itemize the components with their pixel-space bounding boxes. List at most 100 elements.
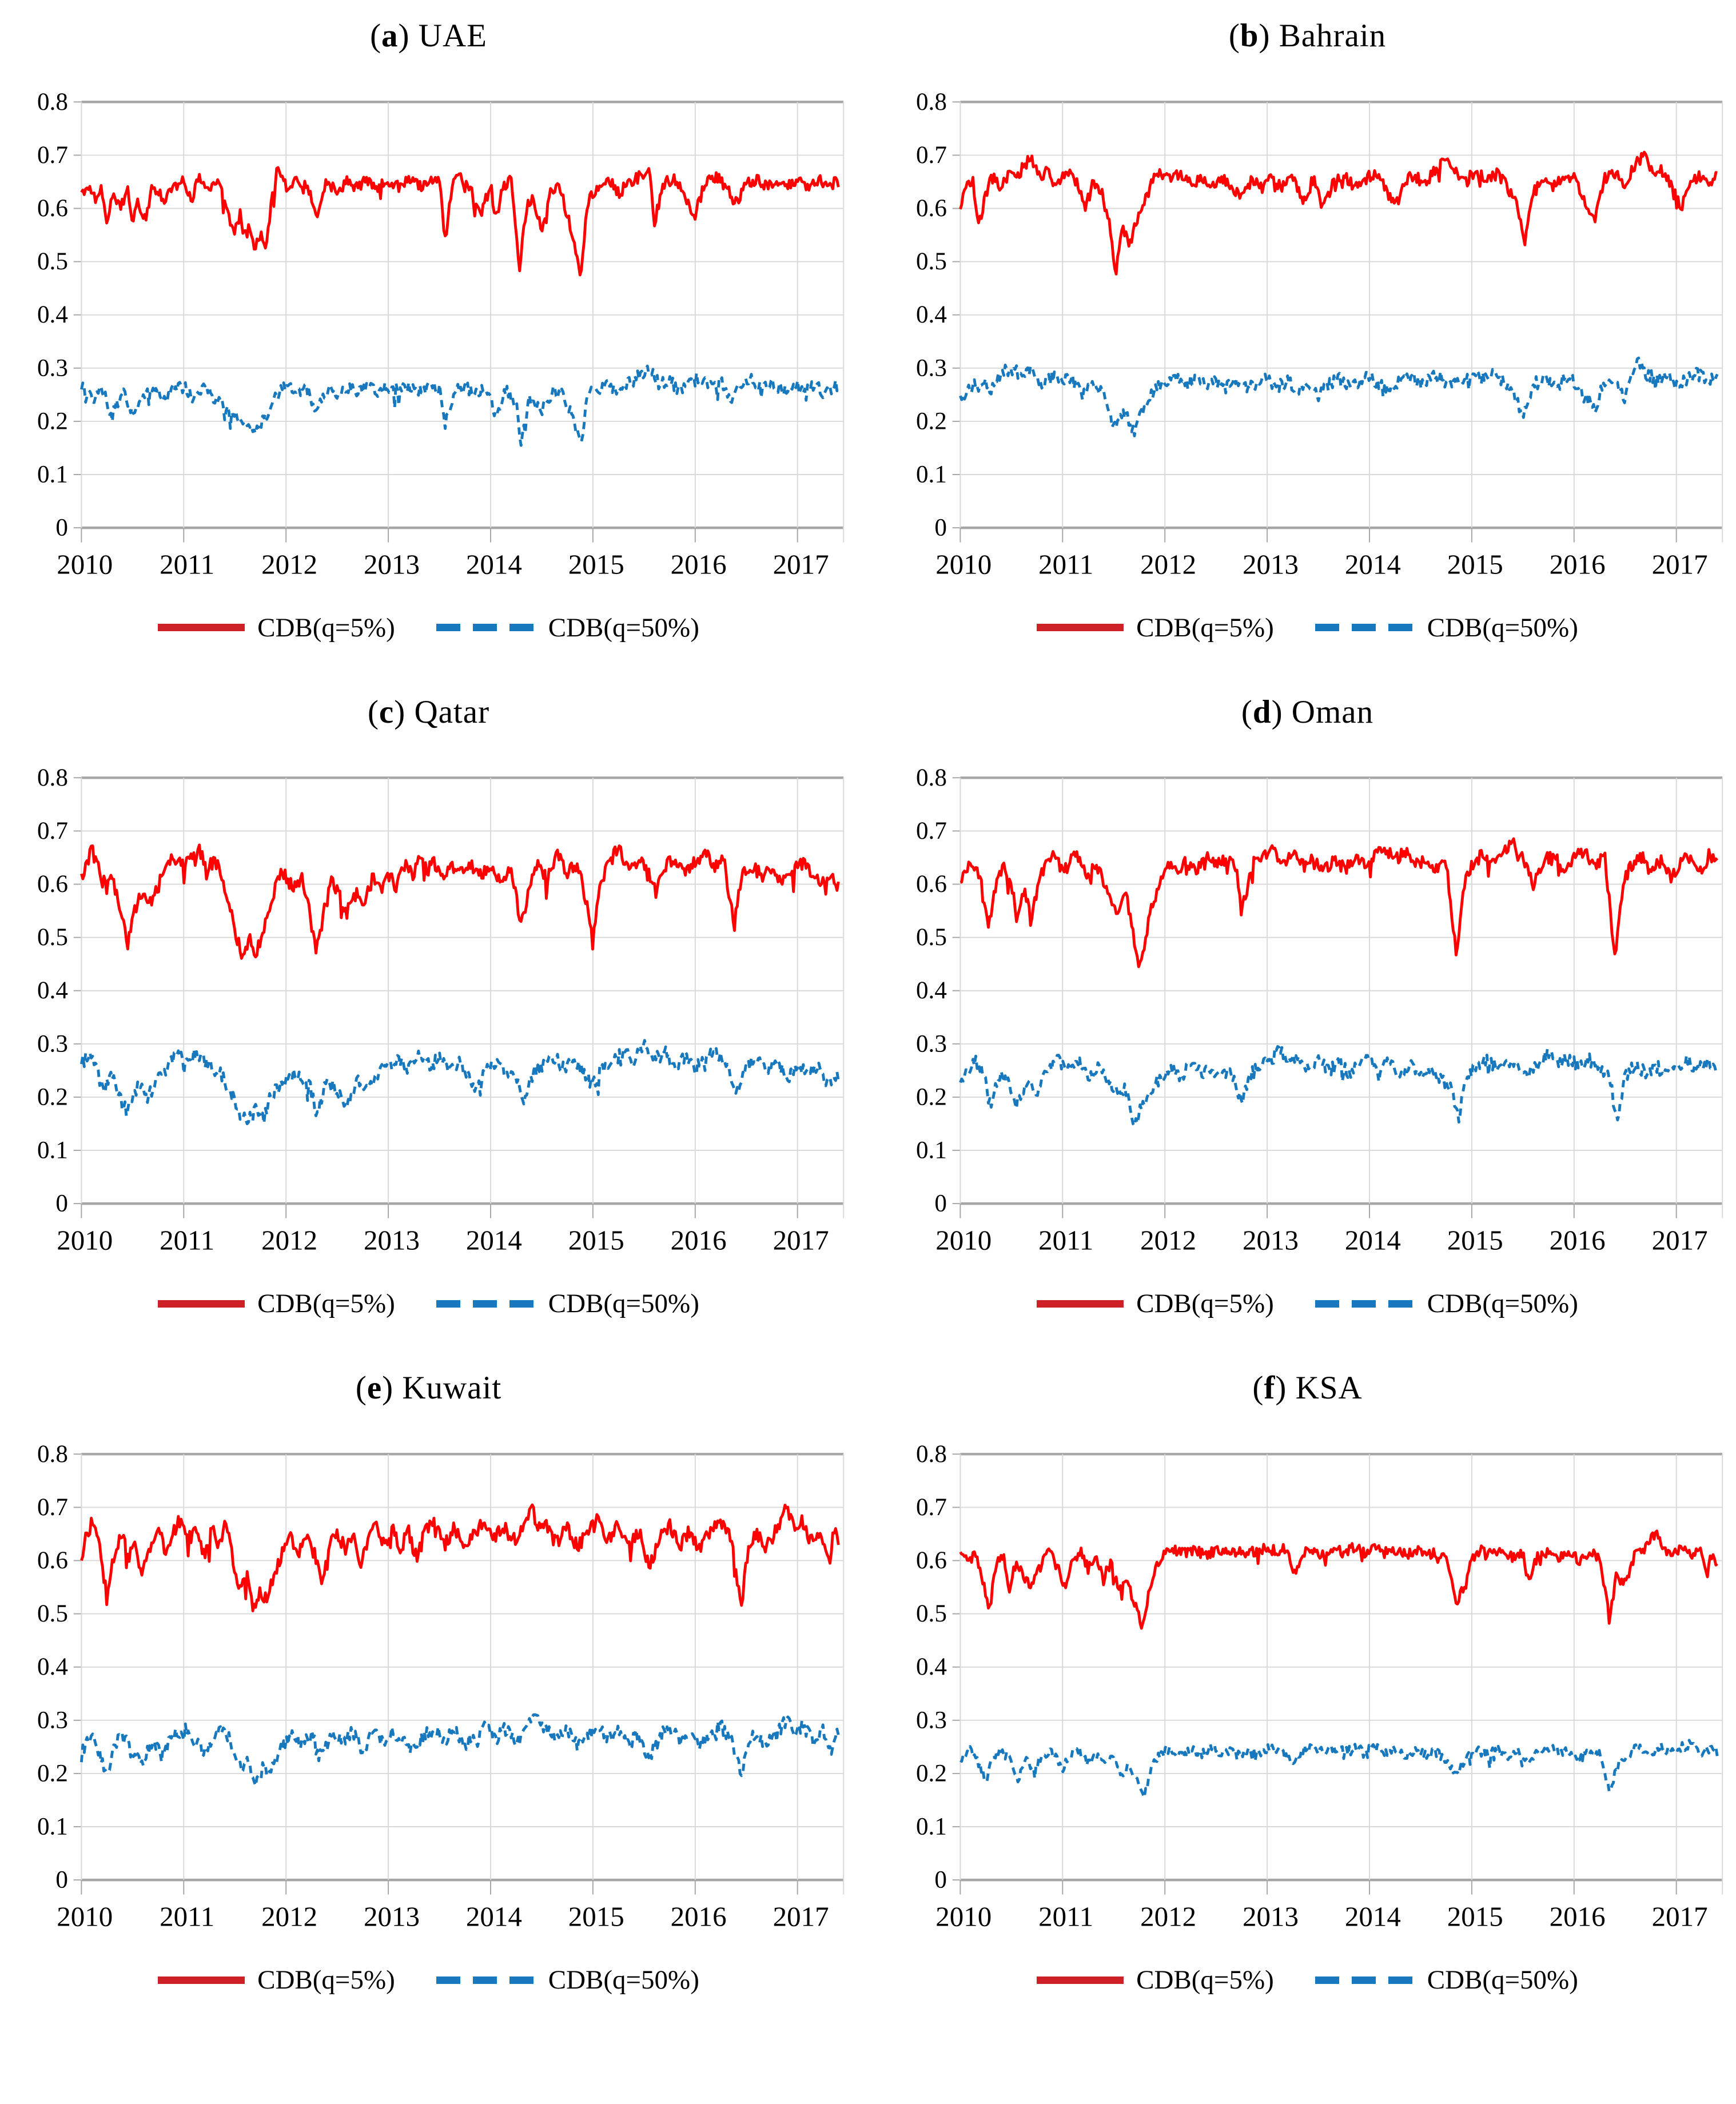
legend-red-line-icon [1037, 1976, 1124, 1984]
svg-text:2016: 2016 [1549, 1225, 1605, 1256]
svg-text:0.6: 0.6 [915, 871, 946, 898]
svg-text:2011: 2011 [160, 1901, 214, 1932]
chart-qatar: 0 0.1 0.2 0.3 0.4 0.5 0.6 0.7 0.8 2010 2011 2012 201… [37, 764, 844, 1256]
svg-text:0.7: 0.7 [37, 142, 67, 169]
title-open-paren: ( [1241, 694, 1253, 730]
svg-text:0.4: 0.4 [915, 301, 946, 328]
svg-text:0.5: 0.5 [37, 248, 67, 275]
svg-text:2016: 2016 [670, 1225, 726, 1256]
svg-text:0.8: 0.8 [915, 1441, 946, 1468]
svg-text:0.3: 0.3 [915, 1707, 946, 1734]
svg-text:2017: 2017 [1651, 1225, 1707, 1256]
svg-text:0.6: 0.6 [915, 1547, 946, 1574]
title-open-paren: ( [355, 1370, 367, 1406]
title-open-paren: ( [1228, 18, 1240, 54]
legend-blue-dash-icon [1315, 1300, 1412, 1308]
svg-text:2013: 2013 [363, 548, 419, 580]
legend-label-q5: CDB(q=5%) [257, 1965, 395, 1995]
svg-text:2014: 2014 [465, 1225, 521, 1256]
svg-text:0.6: 0.6 [915, 195, 946, 222]
svg-text:2014: 2014 [1344, 1225, 1400, 1256]
svg-text:2010: 2010 [935, 1901, 992, 1932]
legend-blue-dash-icon [1315, 624, 1412, 632]
legend-blue-dash-icon [436, 1976, 533, 1984]
legend-red-line-icon [158, 1976, 245, 1984]
legend-label-q50: CDB(q=50%) [548, 612, 699, 643]
svg-text:2015: 2015 [568, 548, 624, 580]
svg-text:0.7: 0.7 [915, 1494, 946, 1521]
svg-text:2015: 2015 [568, 1901, 624, 1932]
svg-text:0.5: 0.5 [915, 1600, 946, 1627]
svg-text:0.6: 0.6 [37, 195, 67, 222]
panel-letter: f [1264, 1370, 1276, 1406]
svg-text:0.2: 0.2 [37, 408, 67, 435]
svg-text:2016: 2016 [670, 1901, 726, 1932]
svg-text:0.8: 0.8 [37, 764, 67, 791]
legend-label-q5: CDB(q=5%) [257, 1289, 395, 1319]
title-open-paren: ( [370, 18, 382, 54]
chart-ksa: 0 0.1 0.2 0.3 0.4 0.5 0.6 0.7 0.8 2010 2011 2012 201… [915, 1441, 1723, 1932]
svg-text:0.6: 0.6 [37, 1547, 67, 1574]
svg-text:2011: 2011 [160, 1225, 214, 1256]
panel-uae: (a) UAE 0 0.1 0.2 0.3 0.4 0.5 0.6 0.7 0.8 2010 201… [8, 15, 849, 643]
svg-text:0.7: 0.7 [915, 818, 946, 844]
country-name: Bahrain [1279, 18, 1387, 54]
svg-text:0.5: 0.5 [37, 924, 67, 951]
svg-text:2010: 2010 [57, 548, 113, 580]
svg-text:0.1: 0.1 [37, 1137, 67, 1164]
svg-text:0.6: 0.6 [37, 871, 67, 898]
svg-text:2014: 2014 [465, 548, 521, 580]
chart-bahrain: 0 0.1 0.2 0.3 0.4 0.5 0.6 0.7 0.8 2010 2011 2012 201… [915, 89, 1723, 580]
svg-text:0.2: 0.2 [915, 1760, 946, 1787]
panel-title-ksa: (f) KSA [1252, 1370, 1362, 1406]
svg-text:0.4: 0.4 [37, 301, 67, 328]
title-close-paren: ) [394, 694, 406, 730]
legend-blue-dash-icon [1315, 1976, 1412, 1984]
svg-text:2011: 2011 [1038, 1225, 1093, 1256]
legend-label-q5: CDB(q=5%) [1136, 1289, 1274, 1319]
legend-bahrain: CDB(q=5%) CDB(q=50%) [1037, 612, 1578, 643]
legend-ksa: CDB(q=5%) CDB(q=50%) [1037, 1964, 1578, 1995]
legend-red-line-icon [158, 1300, 245, 1308]
title-close-paren: ) [398, 18, 410, 54]
panel-title-qatar: (c) Qatar [367, 694, 490, 731]
svg-text:2016: 2016 [1549, 1901, 1605, 1932]
legend-red-line-icon [1037, 1300, 1124, 1308]
legend-label-q50: CDB(q=50%) [548, 1965, 699, 1995]
legend-oman: CDB(q=5%) CDB(q=50%) [1037, 1288, 1578, 1319]
svg-text:2014: 2014 [1344, 548, 1400, 580]
panel-title-oman: (d) Oman [1241, 694, 1373, 731]
svg-text:0.1: 0.1 [915, 461, 946, 488]
legend-label-q50: CDB(q=50%) [1427, 612, 1578, 643]
panel-title-uae: (a) UAE [370, 18, 487, 54]
svg-text:0.4: 0.4 [37, 1653, 67, 1680]
title-close-paren: ) [1259, 18, 1271, 54]
svg-text:2017: 2017 [773, 1225, 829, 1256]
svg-text:0.2: 0.2 [915, 408, 946, 435]
svg-text:2010: 2010 [57, 1225, 113, 1256]
title-open-paren: ( [367, 694, 379, 730]
svg-text:0: 0 [934, 1190, 947, 1217]
svg-text:0: 0 [55, 514, 68, 541]
panel-letter: d [1252, 694, 1272, 730]
svg-text:0.7: 0.7 [37, 1494, 67, 1521]
panel-letter: a [381, 18, 399, 54]
legend-label-q5: CDB(q=5%) [257, 612, 395, 643]
svg-text:0.3: 0.3 [37, 354, 67, 381]
svg-text:0: 0 [934, 1867, 947, 1894]
panel-bahrain: (b) Bahrain 0 0.1 0.2 0.3 0.4 0.5 0.6 0.7 0.8 201… [887, 15, 1728, 643]
svg-text:2011: 2011 [1038, 1901, 1093, 1932]
svg-text:2013: 2013 [363, 1225, 419, 1256]
legend-qatar: CDB(q=5%) CDB(q=50%) [158, 1288, 699, 1319]
country-name: Qatar [414, 694, 490, 730]
cdb-figure: (a) UAE 0 0.1 0.2 0.3 0.4 0.5 0.6 0.7 0.8 2010 201… [8, 15, 1728, 1995]
svg-text:0.5: 0.5 [915, 924, 946, 951]
svg-text:0.2: 0.2 [37, 1084, 67, 1111]
svg-text:0.3: 0.3 [37, 1707, 67, 1734]
panel-oman: (d) Oman 0 0.1 0.2 0.3 0.4 0.5 0.6 0.7 0.8 2010 20… [887, 691, 1728, 1320]
panel-title-bahrain: (b) Bahrain [1229, 18, 1386, 54]
title-close-paren: ) [1271, 694, 1283, 730]
svg-text:2012: 2012 [1140, 1225, 1196, 1256]
svg-text:2016: 2016 [1549, 548, 1605, 580]
legend-uae: CDB(q=5%) CDB(q=50%) [158, 612, 699, 643]
